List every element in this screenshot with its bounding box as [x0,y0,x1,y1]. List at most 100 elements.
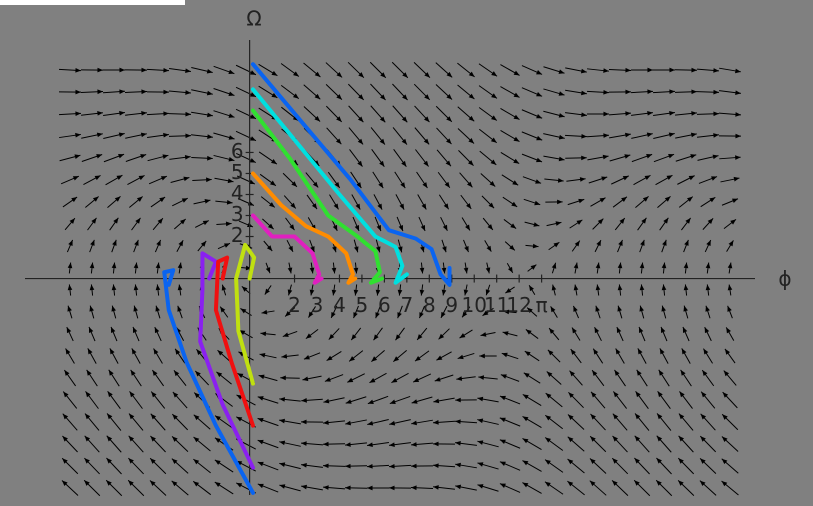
field-arrow-head [257,439,264,445]
field-arrow-head [509,244,515,251]
y-tick-label: 3 [231,202,244,226]
field-arrow-head [443,203,449,210]
field-arrow-head [558,69,565,74]
field-arrow-head [249,92,256,97]
field-arrow-head [287,289,293,296]
field-arrow-head [257,461,264,467]
field-arrow-head [310,246,315,253]
field-arrow-head [702,370,708,376]
field-arrow-head [90,239,95,246]
field-arrow-head [119,89,125,94]
field-arrow-head [155,284,161,291]
field-arrow-head [399,203,405,210]
field-arrow-head [184,155,191,160]
field-arrow-head [522,416,529,422]
field-arrow-head [601,176,608,181]
field-arrow-head [163,111,169,117]
field-arrow-head [603,90,609,95]
field-arrow-head [225,221,232,227]
field-arrow-head [488,202,495,209]
field-arrow-head [639,262,645,269]
field-arrow-head [154,327,160,334]
field-arrow-head [571,327,577,334]
field-arrow-head [499,417,506,423]
field-arrow-head [501,352,508,358]
field-arrow-head [603,133,609,138]
field-arrow-head [733,176,740,182]
field-arrow-head [421,203,427,210]
field-arrow-head [467,160,474,166]
field-arrow-head [705,305,710,312]
field-arrow-head [356,182,362,189]
field-arrow-head [216,371,223,378]
field-arrow-head [301,419,307,425]
field-arrow-head [402,94,408,100]
field-arrow-head [463,289,469,296]
field-arrow-head [683,305,688,312]
field-arrow-head [567,436,574,443]
field-arrow-head [279,462,286,467]
field-arrow-head [74,154,81,159]
field-arrow-head [305,333,312,339]
field-arrow-head [389,399,396,404]
x-tick-label: 2 [288,293,301,317]
field-arrow-head [691,67,697,73]
field-arrow-head [434,377,441,382]
field-arrow-head [441,289,447,296]
field-arrow-head [185,68,191,74]
field-arrow-head [108,369,114,376]
field-arrow-head [119,110,125,116]
field-arrow-head [576,219,583,225]
field-arrow-head [618,239,623,246]
field-arrow-head [215,415,221,421]
field-arrow-head [581,90,587,96]
y-axis-label: Ω [246,7,261,31]
field-arrow-head [89,284,95,291]
field-arrow-head [279,418,285,424]
field-arrow-head [419,312,424,319]
field-arrow-head [569,370,575,377]
trajectory [250,108,385,285]
field-arrow-head [468,93,475,100]
field-arrow-head [159,197,166,203]
field-arrow-head [326,355,333,361]
field-arrow-head [485,267,491,274]
field-arrow-head [621,196,627,202]
field-arrow-head [132,326,138,333]
field-arrow-head [721,436,728,443]
field-arrow-head [128,413,135,420]
field-arrow-head [455,397,461,403]
field-arrow-head [551,284,557,291]
field-arrow-head [106,435,113,442]
field-arrow-head [411,485,417,491]
field-arrow-head [75,111,81,117]
field-arrow-head [705,262,711,269]
field-arrow-head [657,391,663,398]
field-arrow-head [357,160,363,167]
field-arrow-head [106,457,112,464]
field-arrow-head [570,349,576,355]
field-arrow-head [367,485,373,491]
field-arrow-head [709,197,716,203]
field-arrow-head [314,71,321,78]
field-arrow-head [118,132,125,138]
field-arrow-head [345,420,352,426]
field-arrow-head [536,135,543,141]
field-arrow-head [261,309,268,315]
field-arrow-head [84,435,91,442]
field-arrow-head [602,154,609,160]
field-arrow-head [411,399,418,404]
field-arrow-head [502,331,509,336]
field-arrow-head [373,334,379,341]
field-arrow-head [89,305,94,312]
field-arrow-head [75,132,81,138]
field-arrow-head [128,458,134,464]
field-arrow-head [353,289,359,296]
field-arrow-head [490,159,497,165]
field-arrow-head [248,179,255,185]
field-arrow-head [663,217,669,224]
field-arrow-head [558,156,565,162]
field-arrow-head [612,413,619,420]
field-arrow-head [314,115,321,122]
